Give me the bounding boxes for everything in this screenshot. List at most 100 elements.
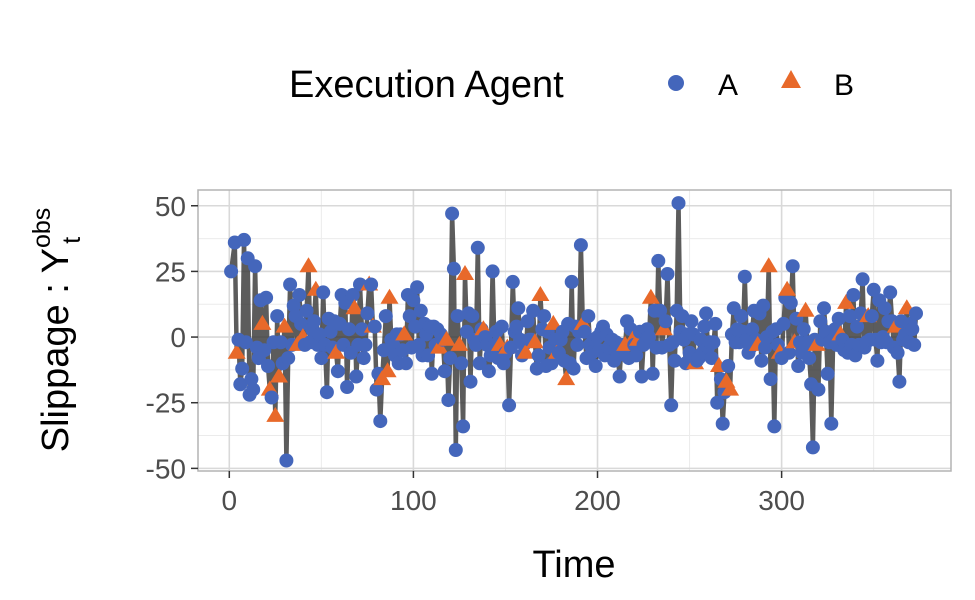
data-point-a [502,398,517,413]
data-point-a [307,314,321,329]
data-point-a [316,285,331,300]
data-point-a [314,351,329,366]
data-point-a [472,356,487,371]
data-point-a [411,337,426,352]
data-point-b [327,343,346,359]
data-point-a [660,267,675,281]
x-axis-title: Time [532,544,615,586]
plot-area [197,189,952,472]
data-point-a [796,322,811,337]
data-point-b [373,370,392,386]
data-point-a [413,303,428,318]
data-point-a [292,288,307,302]
data-point-a [537,309,552,324]
data-point-b [641,288,660,304]
data-point-a [763,372,778,387]
data-point-b [525,333,544,349]
data-point-a [248,259,263,274]
data-point-b [430,338,449,354]
data-point-a [715,416,730,431]
data-point-b [395,325,414,341]
data-point-a [802,351,817,366]
data-point-a [697,319,712,334]
data-point-a [281,351,296,366]
data-point-a [664,398,679,413]
data-point-a [699,306,714,321]
data-point-a [340,380,355,394]
data-point-a [782,345,796,360]
legend-title: Execution Agent [289,64,564,106]
data-point-a [850,319,865,334]
data-point-a [907,337,922,352]
data-point-b [516,343,535,359]
data-point-a [767,419,782,434]
data-point-b [721,380,740,396]
data-point-b [531,286,550,301]
data-point-a [323,324,338,339]
data-point-a [342,322,356,337]
legend: Execution Agent A B [289,64,854,106]
data-point-b [275,317,294,333]
data-point-a [566,361,581,376]
data-point-a [356,351,371,366]
data-point-a [246,382,261,397]
data-point-a [504,340,518,355]
data-point-b [759,257,778,273]
data-point-a [785,259,800,274]
data-point-a [496,356,511,371]
data-point-b [266,406,285,422]
y-tick-label: -25 [146,388,186,419]
data-point-a [710,395,725,410]
data-point-a [509,319,524,334]
data-point-a [791,359,806,373]
data-point-a [441,393,456,408]
data-point-b [345,299,364,315]
data-point-a [842,309,857,324]
data-point-a [890,345,905,360]
data-point-a [294,316,309,331]
data-point-a [485,264,500,279]
data-point-a [564,274,579,289]
data-point-a [450,309,465,324]
x-tick-label: 200 [574,485,621,516]
data-point-a [237,232,251,247]
data-point-a [235,361,250,376]
data-point-a [358,337,373,352]
data-point-a [520,314,535,329]
data-point-b [778,280,797,296]
data-point-a [402,309,417,324]
y-tick-label: 0 [170,322,186,353]
data-point-a [905,322,920,337]
data-point-a [373,414,388,429]
x-tick-label: 100 [390,485,437,516]
data-point-b [796,301,815,317]
data-point-a [704,351,719,366]
data-point-a [244,372,259,387]
y-axis-title: Slippage : Yobst [28,208,86,453]
data-point-a [367,319,382,334]
data-point-a [645,366,660,381]
data-point-a [283,277,298,292]
data-point-a [233,377,248,392]
data-point-a [820,366,835,381]
data-point-a [783,295,798,310]
data-point-a [866,282,881,297]
data-point-a [629,348,644,363]
data-point-a [588,359,603,373]
data-point-a [864,309,879,324]
data-point-a [360,306,375,321]
y-axis-title-main: Slippage : Y [35,248,77,452]
data-point-a [870,353,885,368]
data-point-a [653,303,668,318]
data-point-a [817,301,831,316]
data-point-a [577,324,592,339]
data-point-a [544,356,559,371]
data-point-a [570,337,585,352]
data-point-a [470,240,485,255]
data-point-a [526,303,541,318]
data-point-a [511,301,526,316]
x-tick-label: 0 [222,485,238,516]
data-point-a [883,285,898,300]
data-point-a [846,288,861,302]
